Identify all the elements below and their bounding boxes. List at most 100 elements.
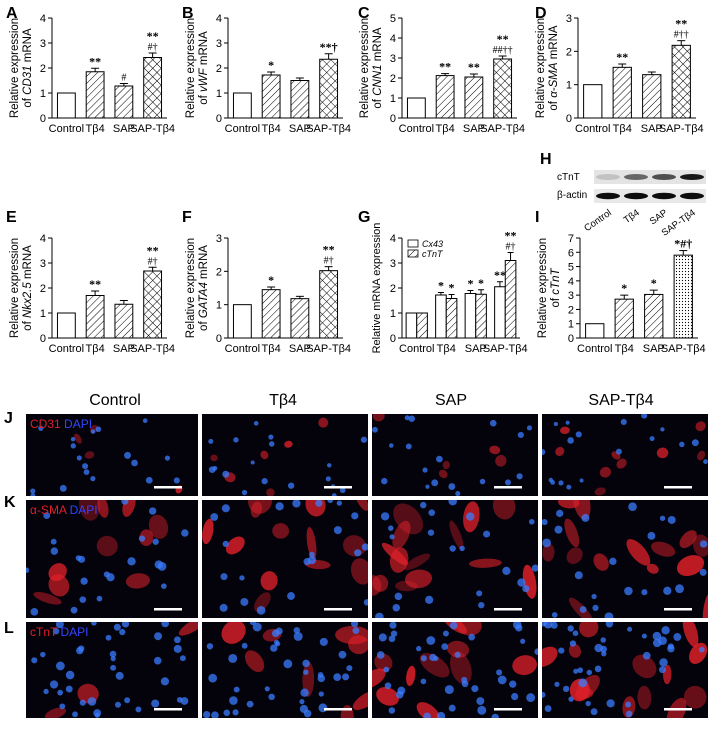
nucleus [113,623,121,631]
nucleus [471,685,479,693]
column-title-sap: SAP [434,392,467,409]
nucleus [425,484,430,489]
micrograph-image [372,414,532,496]
nucleus [647,531,656,540]
y-tick-label: 0 [390,113,396,125]
nucleus [436,455,443,463]
nucleus [164,455,171,461]
stain-blob [405,569,433,589]
nucleus [264,686,270,692]
nucleus [628,502,637,511]
nucleus [691,439,699,447]
nucleus [173,644,182,653]
stain-dapi-label: DAPI [64,417,93,431]
nucleus [239,575,245,581]
nucleus [466,512,475,521]
nucleus [567,625,574,632]
stain-blob [210,454,218,462]
stain-blob [489,445,501,455]
nucleus [57,689,64,696]
micrograph-l-4 [542,622,708,718]
nucleus [268,434,274,440]
nucleus [303,669,309,675]
nucleus [161,622,170,628]
nucleus [256,605,266,615]
y-tick-label: 2 [390,73,396,85]
nucleus [423,712,431,718]
nucleus [228,653,238,663]
x-tick-label: SAP-Tβ4 [480,123,525,135]
nucleus [222,470,230,478]
stain-blob [593,553,609,571]
y-axis-label: Relative expression [359,18,371,118]
micrograph-j-1: CD31 DAPI [26,414,198,496]
nucleus [381,477,388,485]
blot-band-ctnt [652,174,676,180]
panel-a: A 0 1 2 3 4 Relative expression of CD31 mRNA Con… [6,5,175,135]
y-axis-label: Relative expression [537,238,549,338]
panel-letter-f: F [182,209,192,226]
nucleus [556,509,564,518]
stain-label: cTnT DAPI [30,625,88,639]
nucleus [160,677,170,686]
nucleus [87,697,97,706]
nucleus [70,606,78,614]
nucleus [442,630,449,637]
x-tick-label: Control [49,123,84,135]
panel-letter-a: A [6,5,18,22]
nucleus [351,512,359,520]
nucleus [577,667,584,674]
nucleus [461,676,468,683]
panel-b: B 0 1 2 3 4 Relative expression of vWF mRNA Cont… [182,5,351,135]
blot-strip-actin [594,189,706,203]
x-tick-label: SAP [113,343,135,355]
nucleus [352,627,360,635]
nucleus [127,557,136,566]
stain-blob [626,539,651,566]
nucleus [586,669,593,676]
nucleus [336,500,343,506]
nucleus [221,504,230,513]
nucleus [299,699,305,705]
nucleus [491,713,499,718]
stain-marker-label: CD31 [30,417,61,431]
bar-control [56,92,76,119]
stain-blob [419,652,450,678]
nucleus [699,646,705,653]
nucleus [293,631,303,641]
nucleus [436,711,446,718]
nucleus [427,529,435,536]
nucleus [154,632,163,641]
nucleus [222,540,229,548]
nucleus [551,612,558,618]
nucleus [542,538,551,548]
nucleus [76,646,84,655]
y-axis-label: Relative expression [9,18,21,118]
stain-label: CD31 DAPI [30,417,92,431]
nucleus [76,455,82,461]
nucleus [232,709,239,716]
nucleus [504,479,511,486]
y-tick-label: 3 [216,233,222,245]
nucleus [522,584,530,593]
significance-mark: * [268,58,274,72]
nucleus [568,696,574,702]
nucleus [404,415,410,421]
nucleus [246,700,254,708]
nucleus [59,484,67,492]
panel-letter-h: H [540,151,552,168]
micrograph-l-2 [202,622,368,718]
y-tick-label: 0 [568,333,574,345]
stain-blob [666,697,687,718]
nucleus [389,443,394,448]
x-tick-label: Tβ4 [86,123,105,135]
micrograph-image [26,500,189,616]
significance-mark: ** [147,29,159,43]
blot-band-ctnt [624,174,648,180]
significance-mark: #† [324,256,334,267]
stain-blob [389,547,409,573]
nucleus [667,515,676,524]
y-tick-label: 1 [216,88,222,100]
stain-blob [335,625,368,645]
